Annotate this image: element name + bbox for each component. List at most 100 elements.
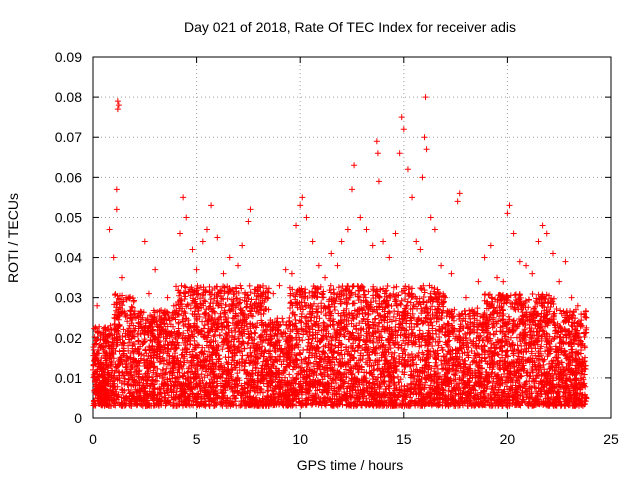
cloud-marker: [523, 378, 530, 385]
cloud-marker: [286, 371, 293, 378]
y-tick-label: 0.05: [55, 209, 82, 225]
cloud-marker: [335, 284, 342, 291]
cloud-marker: [398, 297, 405, 304]
cloud-marker: [255, 355, 262, 362]
cloud-marker: [398, 288, 405, 295]
cloud-marker: [420, 282, 427, 289]
y-tick-labels: 0 0.01 0.02 0.03 0.04 0.05 0.06 0.07 0.08 0.09: [55, 49, 82, 426]
y-tick-label: 0.04: [55, 250, 82, 266]
cloud-marker: [391, 349, 398, 356]
y-tick-label: 0.02: [55, 330, 82, 346]
cloud-marker: [181, 283, 188, 290]
dense-data-cloud: [90, 282, 590, 409]
cloud-marker: [175, 319, 182, 326]
cloud-marker: [314, 303, 321, 310]
x-tick-label: 10: [292, 431, 308, 447]
plot-frame: [92, 56, 612, 419]
cloud-marker: [429, 303, 436, 310]
cloud-marker: [202, 310, 209, 317]
y-tick-label: 0.09: [55, 49, 82, 65]
y-tick-label: 0: [74, 410, 82, 426]
cloud-marker: [436, 333, 443, 340]
cloud-marker: [243, 304, 250, 311]
cloud-marker: [538, 343, 545, 350]
y-tick-label: 0.03: [55, 290, 82, 306]
cloud-marker: [277, 330, 284, 337]
cloud-marker: [387, 345, 394, 352]
cloud-marker: [292, 316, 299, 323]
cloud-marker: [409, 310, 416, 317]
cloud-marker: [222, 354, 229, 361]
cloud-marker: [160, 349, 167, 356]
cloud-marker: [120, 326, 127, 333]
cloud-marker: [489, 324, 496, 331]
cloud-marker: [582, 330, 589, 337]
cloud-marker: [348, 320, 355, 327]
cloud-marker: [187, 305, 194, 312]
cloud-marker: [201, 374, 208, 381]
cloud-marker: [229, 353, 236, 360]
cloud-marker: [385, 301, 392, 308]
cloud-marker: [201, 297, 208, 304]
cloud-marker: [495, 351, 502, 358]
cloud-marker: [130, 311, 137, 318]
cloud-marker: [329, 376, 336, 383]
cloud-marker: [557, 307, 564, 314]
cloud-marker: [318, 371, 325, 378]
axis-ticks: [92, 56, 612, 419]
cloud-marker: [529, 290, 536, 297]
cloud-marker: [435, 289, 442, 296]
x-tick-label: 0: [89, 431, 97, 447]
y-tick-label: 0.06: [55, 169, 82, 185]
cloud-marker: [397, 301, 404, 308]
cloud-marker: [282, 374, 289, 381]
cloud-marker: [330, 286, 337, 293]
cloud-marker: [474, 363, 481, 370]
cloud-marker: [124, 318, 131, 325]
cloud-marker: [222, 301, 229, 308]
y-tick-label: 0.08: [55, 89, 82, 105]
cloud-marker: [128, 320, 135, 327]
x-tick-label: 20: [500, 431, 516, 447]
cloud-marker: [231, 290, 238, 297]
cloud-marker: [254, 320, 261, 327]
cloud-marker: [224, 295, 231, 302]
cloud-marker: [485, 379, 492, 386]
cloud-marker: [429, 311, 436, 318]
cloud-marker: [327, 282, 334, 289]
cloud-marker: [372, 315, 379, 322]
cloud-marker: [443, 313, 450, 320]
cloud-marker: [317, 370, 324, 377]
cloud-marker: [142, 361, 149, 368]
cloud-marker: [431, 351, 438, 358]
cloud-marker: [173, 283, 180, 290]
cloud-marker: [204, 353, 211, 360]
cloud-marker: [235, 290, 242, 297]
cloud-marker: [383, 287, 390, 294]
x-tick-label: 15: [396, 431, 412, 447]
cloud-marker: [167, 321, 174, 328]
y-tick-label: 0.01: [55, 370, 82, 386]
cloud-marker: [181, 290, 188, 297]
cloud-marker: [302, 315, 309, 322]
cloud-marker: [308, 340, 315, 347]
cloud-marker: [145, 331, 152, 338]
cloud-marker: [237, 296, 244, 303]
cloud-marker: [540, 361, 547, 368]
y-tick-label: 0.07: [55, 129, 82, 145]
cloud-marker: [162, 338, 169, 345]
cloud-marker: [491, 331, 498, 338]
cloud-marker: [553, 305, 560, 312]
chart-title: Day 021 of 2018, Rate Of TEC Index for r…: [184, 19, 516, 35]
cloud-marker: [251, 329, 258, 336]
cloud-marker: [320, 319, 327, 326]
cloud-marker: [526, 297, 533, 304]
cloud-marker: [416, 327, 423, 334]
cloud-marker: [455, 380, 462, 387]
x-tick-labels: 0 5 10 15 20 25: [89, 431, 619, 447]
cloud-marker: [280, 319, 287, 326]
x-tick-label: 25: [603, 431, 619, 447]
cloud-marker: [221, 284, 228, 291]
x-tick-label: 5: [193, 431, 201, 447]
